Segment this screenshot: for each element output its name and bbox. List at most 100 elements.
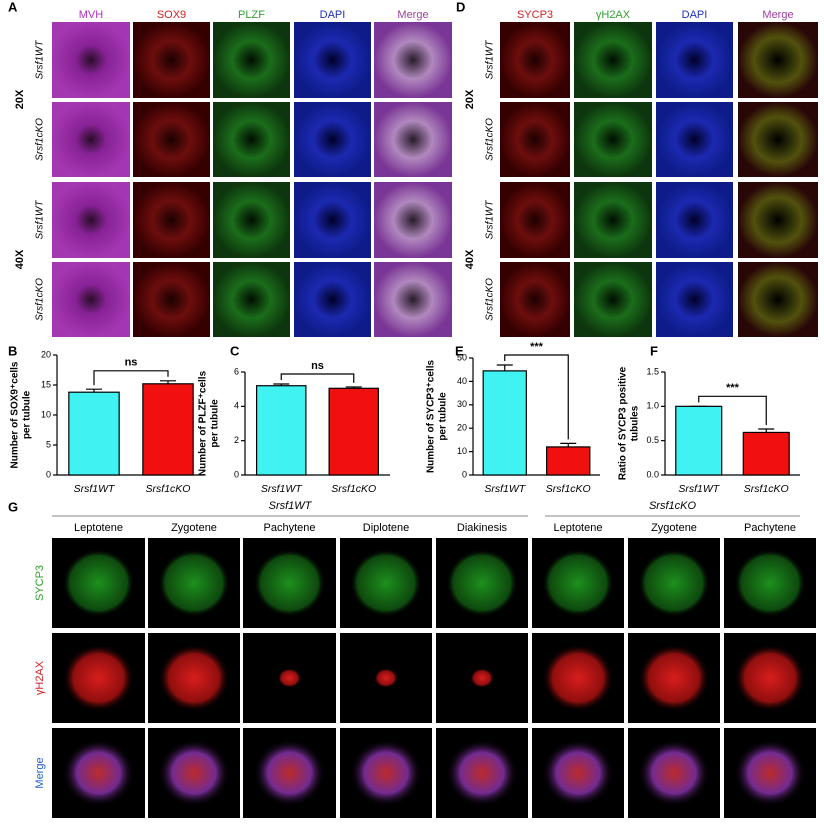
error-bar <box>496 364 513 371</box>
stage-label: Zygotene <box>651 522 697 534</box>
column-header: SOX9 <box>157 9 186 21</box>
y-tick-label: 0 <box>234 469 239 479</box>
micrograph-signal <box>213 262 290 337</box>
nucleus-signal <box>446 739 518 807</box>
channel-label: SYCP3 <box>34 565 46 601</box>
group-label: Srsf1WT <box>269 500 313 512</box>
bar <box>142 383 194 476</box>
stage-label: Pachytene <box>744 522 796 534</box>
nucleus-signal <box>638 549 710 617</box>
y-tick-label: 30 <box>457 399 467 409</box>
stage-label: Zygotene <box>171 522 217 534</box>
magnification-label: 40X <box>464 249 476 269</box>
micrograph-signal <box>574 102 652 177</box>
nucleus-signal <box>350 739 422 807</box>
nucleus-signal <box>542 549 614 617</box>
significance-label: *** <box>726 382 740 394</box>
micrograph-signal <box>52 182 130 258</box>
micrograph-signal <box>500 22 570 98</box>
x-tick-label: Srsf1WT <box>484 483 526 495</box>
panel-letter: G <box>8 499 18 514</box>
channel-label: γH2AX <box>34 660 46 695</box>
micrograph-signal <box>133 262 210 337</box>
nucleus-signal <box>158 549 230 617</box>
y-axis-label: Number of SYCP3⁺cells <box>426 360 437 474</box>
x-tick-label: Srsf1WT <box>678 483 720 495</box>
row-label: Srsf1WT <box>485 40 496 80</box>
micrograph-signal <box>374 22 452 98</box>
error-bar <box>86 388 102 393</box>
micrograph-signal <box>574 262 652 337</box>
micrograph-signal <box>738 182 818 258</box>
row-label: Srsf1cKO <box>485 278 496 321</box>
magnification-label: 20X <box>14 89 26 109</box>
y-axis-label: Number of SOX9⁺cells <box>10 361 21 468</box>
micrograph-signal <box>294 262 371 337</box>
micrograph-signal <box>656 22 733 98</box>
y-axis-label: per tubule <box>22 390 33 439</box>
micrograph-signal <box>574 22 652 98</box>
panel-letter: E <box>455 343 464 358</box>
bar <box>328 387 380 476</box>
panel-letter: D <box>456 0 465 14</box>
nucleus-signal <box>253 739 326 807</box>
nucleus-signal <box>62 739 135 807</box>
row-label: Srsf1WT <box>35 40 46 80</box>
nucleus-signal <box>62 549 135 617</box>
micrograph-signal <box>213 102 290 177</box>
bar <box>546 446 591 476</box>
column-header: γH2AX <box>596 9 631 21</box>
bar <box>68 391 120 476</box>
row-label: Srsf1WT <box>35 200 46 240</box>
column-header: PLZF <box>238 9 265 21</box>
error-bar <box>345 386 362 389</box>
micrograph-signal <box>52 22 130 98</box>
stage-label: Diplotene <box>363 522 409 534</box>
stage-label: Leptotene <box>74 522 123 534</box>
nucleus-signal <box>158 644 230 712</box>
micrograph-signal <box>500 102 570 177</box>
micrograph-signal <box>213 182 290 258</box>
row-label: Srsf1cKO <box>485 118 496 161</box>
column-header: MVH <box>79 9 104 21</box>
nucleus-signal <box>638 739 710 807</box>
y-tick-label: 0.5 <box>646 435 659 445</box>
nucleus-signal <box>638 644 710 712</box>
significance-label: *** <box>530 341 544 353</box>
bar <box>742 431 790 476</box>
y-tick-label: 5 <box>46 439 51 449</box>
significance-bracket <box>280 373 355 383</box>
nucleus-signal <box>374 668 398 688</box>
column-header: DAPI <box>320 9 346 21</box>
micrograph-signal <box>133 102 210 177</box>
micrograph-signal <box>374 262 452 337</box>
significance-bracket <box>698 395 767 425</box>
significance-bracket <box>93 370 169 386</box>
y-tick-label: 20 <box>41 349 51 359</box>
x-tick-label: Srsf1cKO <box>744 483 789 495</box>
y-tick-label: 10 <box>41 409 51 419</box>
y-tick-label: 1.0 <box>646 401 659 411</box>
error-bar <box>560 442 577 447</box>
micrograph-signal <box>133 182 210 258</box>
nucleus-signal <box>734 739 806 807</box>
micrograph-signal <box>52 262 130 337</box>
y-tick-label: 0 <box>462 469 467 479</box>
column-header: SYCP3 <box>517 9 553 21</box>
y-axis-label: Ratio of SYCP3 positive <box>618 366 629 480</box>
y-axis-label: Number of PLZF⁺cells <box>198 370 209 476</box>
magnification-label: 40X <box>14 249 26 269</box>
micrograph-signal <box>294 22 371 98</box>
y-tick-label: 0 <box>46 469 51 479</box>
nucleus-signal <box>734 644 806 712</box>
channel-label: Merge <box>34 757 46 788</box>
y-tick-label: 1.5 <box>646 366 659 376</box>
stage-label: Leptotene <box>554 522 603 534</box>
bar <box>256 385 307 476</box>
micrograph-signal <box>213 22 290 98</box>
panel-letter: A <box>8 0 18 14</box>
x-tick-label: Srsf1WT <box>74 483 116 495</box>
x-tick-label: Srsf1cKO <box>546 483 591 495</box>
y-tick-label: 40 <box>457 376 467 386</box>
column-header: DAPI <box>682 9 708 21</box>
